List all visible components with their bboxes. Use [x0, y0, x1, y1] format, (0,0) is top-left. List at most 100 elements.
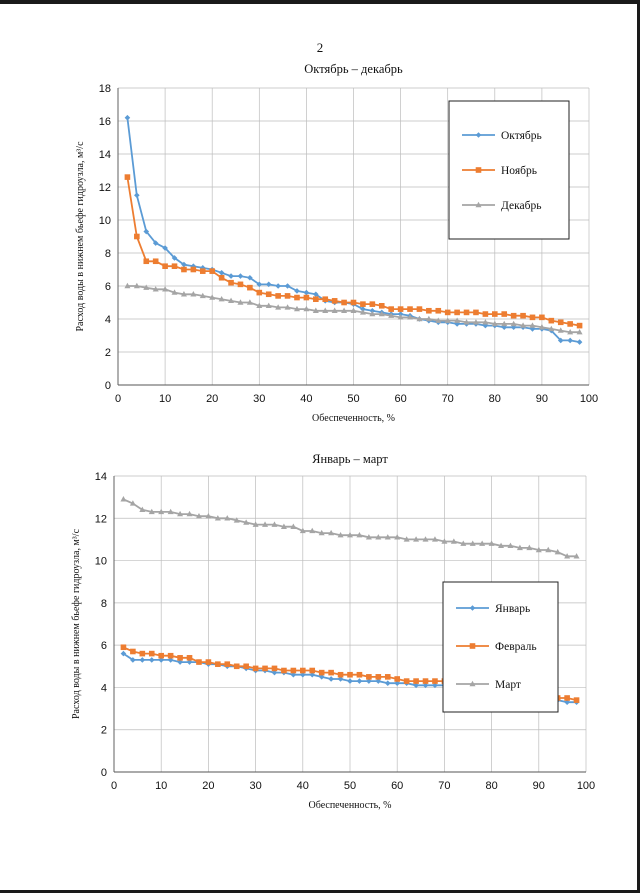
legend-item: Февраль: [456, 641, 537, 653]
data-point: [218, 270, 225, 276]
chart-january-march: Январь – март 0 2 4 6 8 10 12 14 0 10 20 30 40 50 60 70 8…: [71, 452, 595, 811]
data-point: [369, 301, 376, 307]
data-point: [294, 294, 300, 301]
data-point: [256, 289, 263, 296]
data-point: [237, 273, 244, 279]
data-point: [152, 258, 159, 265]
data-point: [359, 309, 366, 315]
x-tick-label: 80: [489, 393, 501, 405]
data-point: [152, 240, 159, 246]
data-point: [139, 506, 146, 513]
data-point: [510, 320, 517, 327]
data-point: [284, 293, 291, 299]
data-point: [444, 309, 451, 316]
x-axis-title: Обеспеченность, %: [309, 800, 392, 811]
y-tick-label: 10: [95, 556, 107, 568]
data-point: [356, 678, 363, 684]
legend-label: Март: [495, 679, 521, 691]
data-point: [252, 521, 259, 527]
data-point: [407, 306, 413, 312]
x-tick-label: 70: [438, 780, 450, 792]
data-point: [300, 667, 306, 674]
data-point: [196, 659, 202, 665]
data-point: [520, 312, 526, 319]
data-point: [545, 546, 552, 553]
y-tick-label: 12: [99, 182, 111, 194]
data-point: [205, 512, 212, 519]
series-декабрь: [124, 282, 583, 335]
data-point: [454, 321, 460, 327]
data-point: [158, 657, 164, 663]
data-point: [318, 529, 325, 536]
x-axis-title: Обеспеченность, %: [312, 413, 395, 424]
data-point: [501, 320, 508, 327]
data-point: [148, 657, 155, 663]
data-point: [576, 329, 583, 335]
data-point: [356, 671, 363, 678]
legend-label: Январь: [495, 603, 530, 615]
data-point: [413, 536, 420, 542]
data-point: [309, 667, 316, 674]
data-point: [488, 540, 495, 546]
data-point: [564, 699, 570, 706]
data-point: [190, 263, 197, 269]
data-point: [360, 301, 366, 307]
data-point: [548, 317, 555, 324]
y-tick-label: 14: [99, 149, 111, 161]
data-point: [397, 311, 404, 317]
data-point: [177, 659, 183, 665]
data-point: [369, 307, 376, 314]
data-point: [328, 676, 334, 682]
legend-swatch-marker: [475, 132, 482, 138]
data-point: [246, 299, 253, 305]
data-point: [425, 315, 432, 322]
y-tick-label: 14: [95, 471, 107, 483]
data-point: [557, 319, 564, 326]
data-point: [384, 534, 391, 540]
data-point: [218, 274, 225, 281]
data-point: [422, 536, 429, 542]
data-point: [280, 523, 287, 529]
data-point: [167, 652, 174, 659]
data-point: [199, 292, 206, 299]
y-axis-title: Расход воды в нижнем бьефе гидроузла, м³…: [75, 141, 86, 332]
data-point: [158, 508, 165, 515]
data-point: [209, 294, 216, 300]
data-point: [426, 307, 432, 314]
data-point: [275, 304, 282, 310]
y-tick-label: 16: [99, 116, 111, 128]
data-point: [416, 306, 423, 312]
data-point: [162, 263, 168, 269]
legend: Январь Февраль Март: [442, 581, 559, 713]
data-point: [228, 273, 234, 279]
data-point: [573, 553, 580, 559]
data-point: [205, 659, 212, 665]
data-point: [557, 327, 564, 333]
data-point: [190, 291, 197, 297]
data-point: [394, 676, 400, 682]
x-tick-label: 0: [115, 393, 121, 405]
data-point: [190, 266, 197, 273]
data-point: [526, 544, 533, 551]
data-point: [482, 311, 489, 317]
x-tick-label: 50: [344, 780, 356, 792]
data-point: [209, 268, 215, 274]
data-point: [252, 665, 259, 672]
data-point: [214, 515, 221, 521]
data-point: [143, 258, 150, 265]
legend-item: Октябрь: [462, 130, 542, 142]
legend-item: Март: [456, 679, 521, 691]
x-tick-label: 40: [300, 393, 312, 405]
data-point: [290, 671, 297, 678]
data-point: [309, 527, 316, 534]
data-point: [394, 534, 401, 540]
data-point: [479, 540, 486, 546]
data-point: [366, 678, 372, 684]
data-point: [228, 297, 235, 304]
data-point: [378, 310, 385, 317]
x-tick-label: 50: [347, 393, 359, 405]
data-point: [124, 174, 131, 180]
data-point: [360, 306, 366, 312]
data-point: [322, 307, 329, 313]
legend: Октябрь Ноябрь Декабрь: [448, 100, 570, 240]
